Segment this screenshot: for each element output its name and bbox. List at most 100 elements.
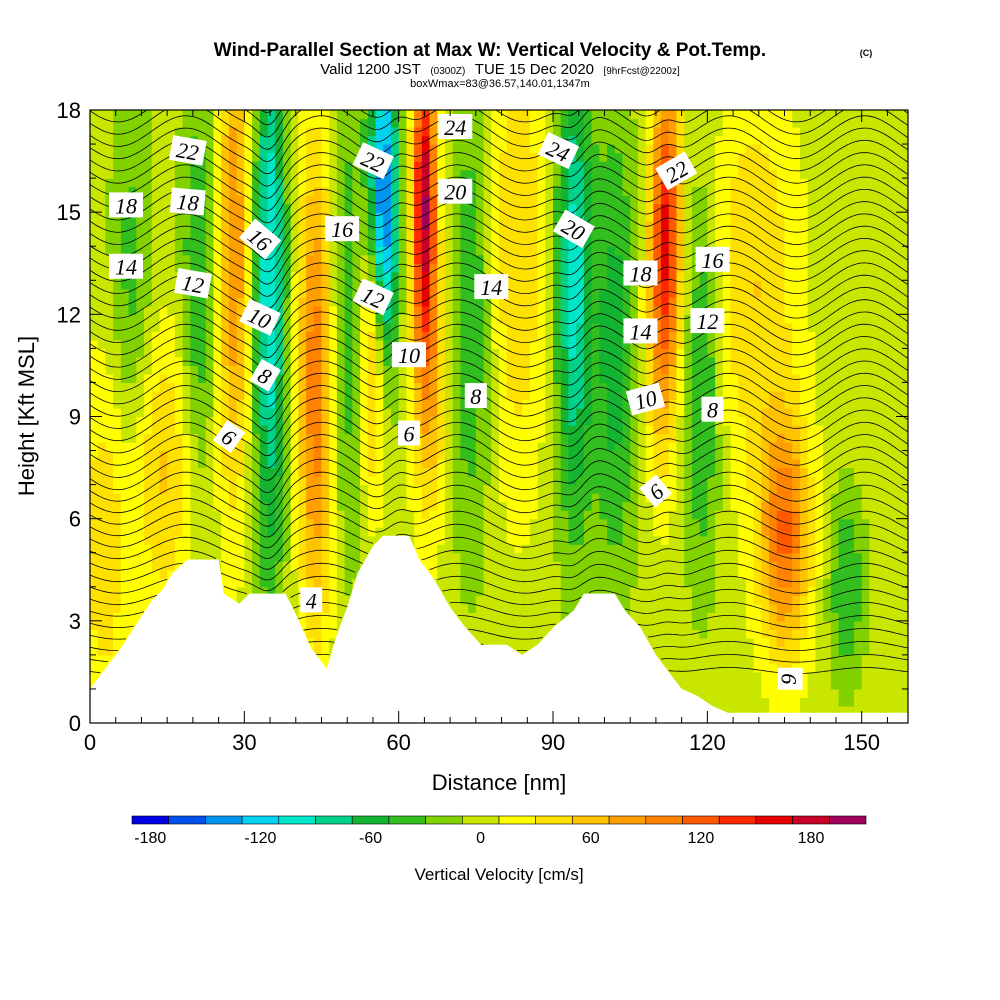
velocity-cell xyxy=(390,195,400,205)
velocity-cell xyxy=(321,144,330,154)
velocity-cell xyxy=(282,297,292,307)
velocity-cell xyxy=(190,305,199,315)
velocity-cell xyxy=(607,127,616,137)
velocity-cell xyxy=(506,535,516,545)
velocity-cell xyxy=(429,212,438,222)
velocity-cell xyxy=(267,407,276,418)
velocity-cell xyxy=(306,152,315,162)
velocity-cell xyxy=(298,476,307,486)
velocity-cell xyxy=(545,237,554,247)
velocity-cell xyxy=(167,510,176,520)
velocity-cell xyxy=(151,586,161,596)
velocity-cell xyxy=(321,348,330,358)
velocity-cell xyxy=(267,544,276,554)
velocity-cell xyxy=(499,390,508,401)
velocity-cell xyxy=(275,510,284,520)
velocity-cell xyxy=(244,561,253,571)
velocity-cell xyxy=(537,152,546,162)
velocity-cell xyxy=(244,425,253,435)
velocity-cell xyxy=(545,314,554,324)
velocity-cell xyxy=(306,220,315,230)
velocity-cell xyxy=(329,152,338,162)
velocity-cell xyxy=(529,356,539,367)
velocity-cell xyxy=(583,365,593,375)
velocity-cell xyxy=(375,348,384,358)
velocity-cell xyxy=(483,305,492,315)
velocity-cell xyxy=(120,450,130,460)
velocity-cell xyxy=(128,135,137,145)
velocity-cell xyxy=(437,586,446,596)
velocity-cell xyxy=(390,288,400,298)
velocity-cell xyxy=(136,152,145,162)
velocity-cell xyxy=(190,450,199,460)
velocity-cell xyxy=(336,612,346,622)
velocity-cell xyxy=(128,433,137,443)
velocity-cell xyxy=(136,229,145,239)
velocity-cell xyxy=(537,195,546,205)
velocity-cell xyxy=(144,322,153,332)
velocity-cell xyxy=(236,356,245,367)
velocity-cell xyxy=(275,561,284,571)
velocity-cell xyxy=(614,382,624,392)
velocity-cell xyxy=(90,186,99,196)
velocity-cell xyxy=(614,348,624,358)
velocity-cell xyxy=(244,280,253,290)
velocity-cell xyxy=(336,535,346,545)
velocity-cell xyxy=(444,220,454,230)
velocity-cell xyxy=(560,339,570,349)
velocity-cell xyxy=(553,203,562,213)
velocity-cell xyxy=(468,229,477,239)
velocity-cell xyxy=(568,467,577,477)
velocity-cell xyxy=(491,578,500,588)
velocity-cell xyxy=(383,203,392,213)
velocity-cell xyxy=(506,144,516,154)
velocity-cell xyxy=(213,510,222,520)
velocity-cell xyxy=(483,527,492,537)
velocity-cell xyxy=(607,271,616,281)
velocity-cell xyxy=(522,510,531,520)
velocity-cell xyxy=(159,288,168,298)
velocity-cell xyxy=(290,212,299,222)
velocity-cell xyxy=(329,331,338,341)
velocity-cell xyxy=(607,254,616,264)
velocity-cell xyxy=(499,297,508,307)
velocity-cell xyxy=(421,271,431,281)
velocity-cell xyxy=(460,382,469,392)
velocity-cell xyxy=(213,416,222,426)
velocity-cell xyxy=(468,476,477,486)
velocity-cell xyxy=(105,305,114,315)
velocity-cell xyxy=(151,178,161,188)
velocity-cell xyxy=(228,416,238,426)
velocity-cell xyxy=(506,510,516,520)
velocity-cell xyxy=(452,425,462,435)
velocity-cell xyxy=(568,161,577,171)
velocity-cell xyxy=(360,348,369,358)
velocity-cell xyxy=(313,620,323,630)
velocity-cell xyxy=(452,365,462,375)
velocity-cell xyxy=(491,535,500,545)
velocity-cell xyxy=(429,493,438,503)
velocity-cell xyxy=(151,459,161,469)
velocity-cell xyxy=(336,595,346,605)
velocity-cell xyxy=(429,169,438,179)
velocity-cell xyxy=(113,407,122,418)
velocity-cell xyxy=(429,152,438,162)
velocity-cell xyxy=(429,203,438,213)
velocity-cell xyxy=(483,578,492,588)
velocity-cell xyxy=(329,271,338,281)
velocity-cell xyxy=(252,535,261,545)
velocity-cell xyxy=(390,144,400,154)
velocity-cell xyxy=(437,288,446,298)
velocity-cell xyxy=(282,203,292,213)
velocity-cell xyxy=(553,433,562,443)
velocity-cell xyxy=(560,552,570,562)
velocity-cell xyxy=(583,552,593,562)
velocity-cell xyxy=(607,399,616,409)
velocity-cell xyxy=(275,297,284,307)
velocity-cell xyxy=(475,110,485,120)
velocity-cell xyxy=(506,365,516,375)
velocity-cell xyxy=(537,246,546,256)
velocity-cell xyxy=(97,663,107,673)
velocity-cell xyxy=(221,518,230,528)
velocity-cell xyxy=(352,390,361,401)
